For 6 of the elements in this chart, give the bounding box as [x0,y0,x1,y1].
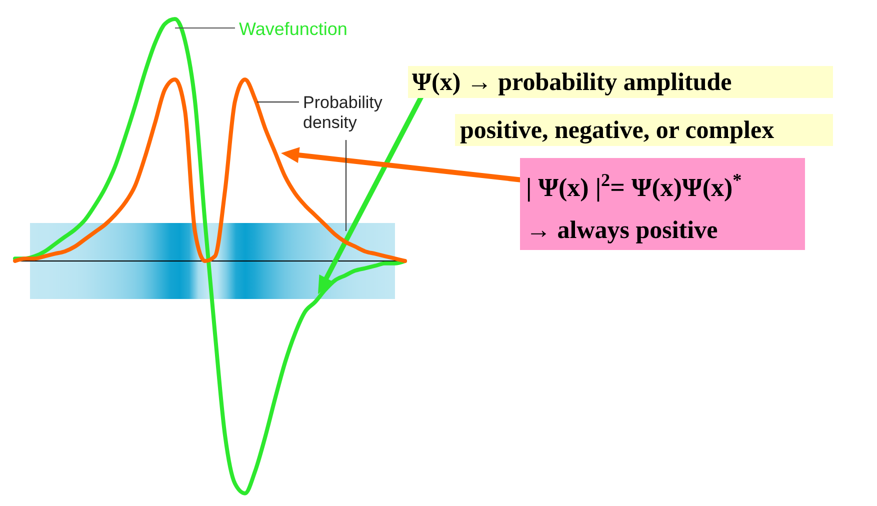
text: → always positive [526,217,718,244]
text: Wavefunction [239,19,348,39]
text: Ψ(x) → probability amplitude [412,69,732,96]
text: | Ψ(x) |$^{2}$= Ψ(x)Ψ(x)$^{*}$ [526,170,742,202]
series-label: Probability density [303,93,383,132]
text: positive, negative, or complex [460,117,775,144]
